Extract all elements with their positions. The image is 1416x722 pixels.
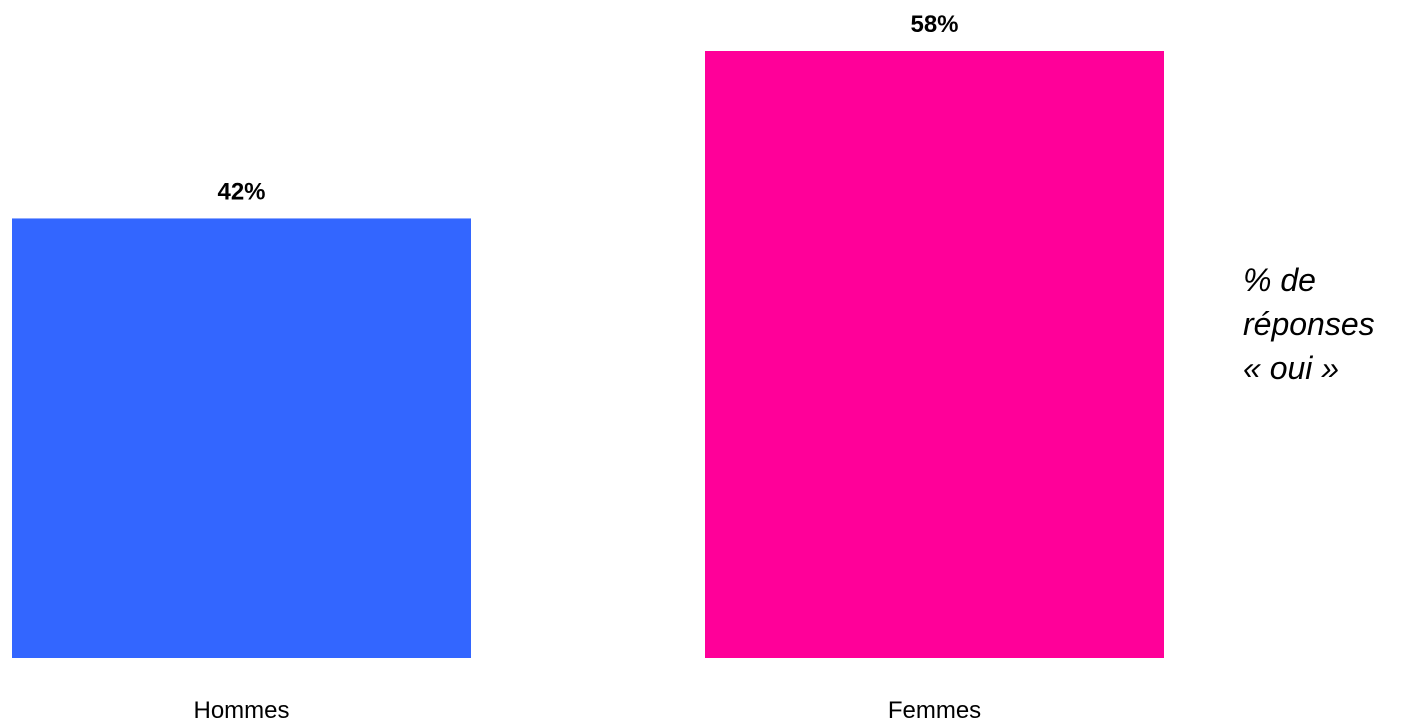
value-label-hommes: 42%: [217, 178, 265, 205]
category-label-hommes: Hommes: [193, 697, 289, 722]
category-label-femmes: Femmes: [888, 697, 981, 722]
bar-femmes: [705, 51, 1164, 658]
annotation-line-2: réponses: [1243, 306, 1375, 342]
chart-annotation: % de réponses « oui »: [1243, 258, 1413, 390]
annotation-line-1: % de: [1243, 262, 1316, 298]
value-label-femmes: 58%: [910, 11, 958, 38]
annotation-line-3: « oui »: [1243, 350, 1340, 386]
bar-hommes: [12, 218, 471, 658]
